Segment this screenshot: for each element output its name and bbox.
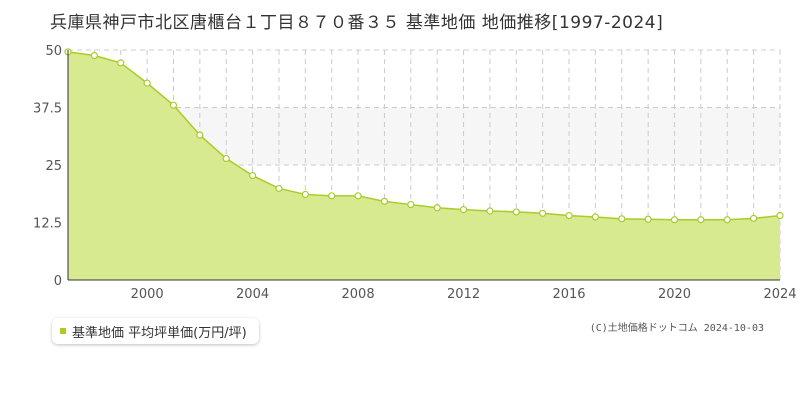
copyright-credit: (C)土地価格ドットコム 2024-10-03 — [589, 323, 764, 334]
data-point — [433, 204, 441, 212]
x-tick-label: 2012 — [447, 287, 480, 302]
data-point — [90, 51, 98, 60]
data-point — [328, 192, 336, 200]
data-point — [776, 212, 784, 220]
data-point — [486, 207, 494, 215]
x-tick-label: 2000 — [131, 287, 164, 302]
data-point — [459, 206, 468, 214]
legend-label: 基準地価 平均坪単価(万円/坪) — [72, 325, 247, 341]
x-tick-labels: 2000 2004 2008 2012 2016 2020 2024 — [131, 287, 797, 302]
data-point — [275, 184, 283, 193]
chart-title: 兵庫県神戸市北区唐櫃台１丁目８７０番３５ 基準地価 地価推移[1997-2024… — [50, 13, 664, 33]
data-point — [591, 213, 600, 221]
legend: 基準地価 平均坪単価(万円/坪) — [52, 318, 259, 344]
data-point — [618, 215, 626, 223]
data-point — [697, 216, 705, 224]
data-point — [670, 216, 679, 224]
data-point — [723, 216, 731, 224]
data-point — [565, 212, 573, 220]
y-tick-label: 25 — [45, 159, 62, 174]
series-line — [67, 51, 781, 221]
y-tick-label: 37.5 — [33, 102, 62, 117]
series-points — [64, 48, 784, 224]
data-point — [248, 171, 257, 180]
series-area — [67, 51, 781, 281]
x-tick-label: 2020 — [658, 287, 691, 302]
data-point — [196, 131, 204, 139]
data-point — [380, 197, 389, 205]
series-area-fill — [68, 51, 780, 281]
y-tick-label: 12.5 — [33, 217, 62, 232]
data-point — [354, 192, 362, 200]
data-point — [539, 209, 547, 217]
x-tick-label: 2004 — [236, 287, 269, 302]
data-point — [750, 214, 758, 222]
x-tick-label: 2008 — [342, 287, 375, 302]
y-tick-label: 0 — [54, 274, 62, 289]
data-point — [644, 215, 652, 223]
y-tick-labels: 0 12.5 25 37.5 50 — [33, 44, 62, 289]
data-point — [222, 154, 230, 163]
axes — [67, 50, 780, 281]
data-point — [169, 101, 178, 109]
data-point — [143, 79, 151, 87]
data-point — [117, 59, 125, 67]
data-point — [301, 190, 309, 199]
x-tick-label: 2016 — [552, 287, 585, 302]
data-point — [512, 208, 520, 216]
y-tick-label: 50 — [45, 44, 62, 59]
data-point — [407, 200, 415, 209]
legend-marker — [60, 328, 66, 334]
x-tick-label: 2024 — [763, 287, 796, 302]
